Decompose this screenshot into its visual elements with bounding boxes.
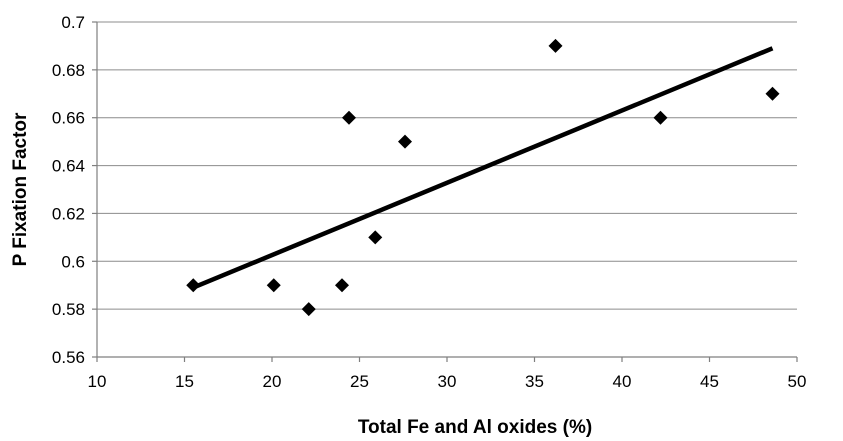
- y-tick-label: 0.66: [52, 109, 85, 128]
- y-tick-label: 0.64: [52, 157, 85, 176]
- x-tick-label: 10: [88, 372, 107, 391]
- data-point-8: [548, 38, 563, 53]
- y-tick-labels: 0.56 0.58 0.6 0.62 0.64 0.66 0.68 0.7: [52, 13, 85, 367]
- y-tick-label: 0.58: [52, 300, 85, 319]
- data-point-3: [301, 302, 316, 317]
- data-point-6: [368, 230, 383, 245]
- data-point-5: [342, 110, 356, 125]
- x-tick-label: 15: [175, 372, 194, 391]
- y-axis-title: P Fixation Factor: [10, 112, 31, 266]
- x-tick-label: 20: [263, 372, 282, 391]
- x-tick-label: 45: [700, 372, 719, 391]
- data-point-1: [186, 278, 201, 293]
- x-tick-label: 30: [438, 372, 457, 391]
- data-point-9: [653, 110, 668, 125]
- x-tick-labels: 10 15 20 25 30 35 40 45 50: [88, 372, 807, 391]
- y-tick-label: 0.7: [61, 13, 85, 32]
- data-point-2: [266, 278, 281, 293]
- data-point-10: [765, 86, 780, 101]
- x-tick-label: 35: [525, 372, 544, 391]
- y-tick-label: 0.68: [52, 61, 85, 80]
- data-points: [186, 38, 780, 317]
- y-tick-label: 0.6: [61, 252, 85, 271]
- data-point-7: [398, 134, 412, 149]
- trendline-layer: [192, 46, 774, 290]
- x-tick-label: 40: [613, 372, 632, 391]
- x-tick-label: 25: [350, 372, 369, 391]
- y-tick-label: 0.56: [52, 348, 85, 367]
- gridlines: [97, 21, 797, 310]
- x-axis-title: Total Fe and Al oxides (%): [358, 417, 592, 438]
- axes: [92, 21, 798, 362]
- x-tick-label: 50: [788, 372, 807, 391]
- data-point-4: [335, 278, 349, 293]
- trendline: [192, 46, 774, 290]
- y-tick-label: 0.62: [52, 204, 85, 223]
